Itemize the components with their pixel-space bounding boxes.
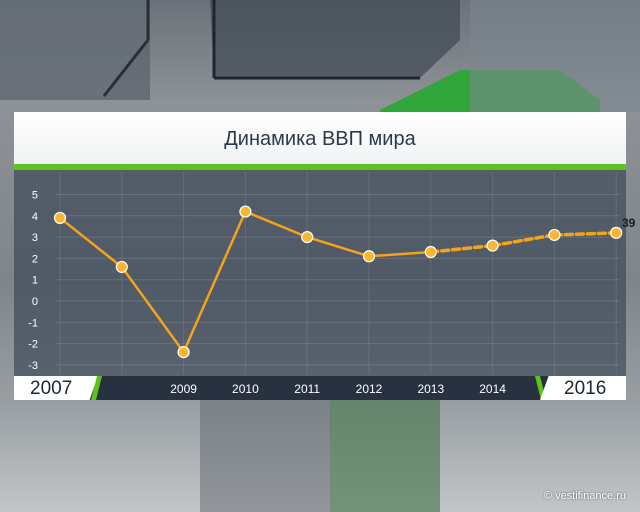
- y-tick-label: -3: [28, 360, 38, 372]
- chart-title-panel: Динамика ВВП мира: [14, 112, 626, 170]
- chart-panel: [14, 170, 626, 376]
- series-forecast-segment: [552, 231, 618, 237]
- x-tick-label: 2009: [170, 382, 197, 396]
- series-line-segment: [244, 210, 309, 239]
- series-line-segment: [120, 265, 185, 354]
- data-point: [424, 245, 437, 259]
- series-line-segment: [58, 216, 124, 269]
- data-point: [301, 231, 314, 244]
- y-tick-label: 5: [32, 190, 38, 202]
- x-tick-label: 2011: [294, 382, 320, 396]
- data-point: [177, 346, 190, 359]
- data-point: [548, 228, 561, 242]
- y-tick-label: 0: [32, 296, 38, 308]
- y-tick-label: 2: [32, 253, 38, 265]
- series-line-segment: [305, 235, 371, 258]
- y-tick-label: 1: [32, 275, 38, 287]
- data-point: [486, 239, 499, 252]
- series-line-segment: [367, 250, 433, 258]
- x-tick-label: 2012: [356, 382, 383, 396]
- x-tick-label: 2010: [232, 382, 259, 396]
- chart-title: Динамика ВВП мира: [224, 128, 416, 150]
- y-tick-label: 3: [32, 232, 38, 244]
- data-value-label: 39: [622, 216, 636, 230]
- y-tick-label: 4: [32, 211, 38, 223]
- series-forecast-segment: [490, 233, 557, 248]
- x-tick-label: 2014: [479, 382, 506, 396]
- data-point: [610, 226, 623, 239]
- x-axis-bar: [14, 376, 626, 400]
- source-credit: © vestifinance.ru: [543, 490, 626, 502]
- series-forecast-segment: [429, 243, 495, 254]
- start-year-badge: 2007: [14, 376, 98, 400]
- title-accent-bar: [14, 164, 626, 170]
- data-point: [239, 205, 252, 218]
- y-tick-label: -1: [28, 317, 38, 329]
- data-point: [53, 211, 67, 225]
- data-point: [362, 250, 376, 263]
- data-point: [115, 260, 128, 274]
- x-tick-label: 2013: [417, 382, 444, 396]
- series-line-segment: [182, 210, 247, 354]
- y-tick-label: -2: [28, 339, 38, 351]
- end-year-badge: 2016: [540, 376, 626, 400]
